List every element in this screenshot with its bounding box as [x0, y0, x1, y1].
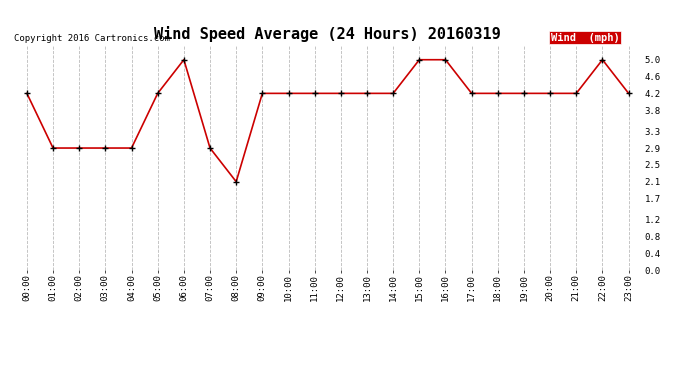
Title: Wind Speed Average (24 Hours) 20160319: Wind Speed Average (24 Hours) 20160319 — [155, 27, 501, 42]
Text: Wind  (mph): Wind (mph) — [551, 33, 620, 43]
Text: Copyright 2016 Cartronics.com: Copyright 2016 Cartronics.com — [14, 34, 170, 43]
